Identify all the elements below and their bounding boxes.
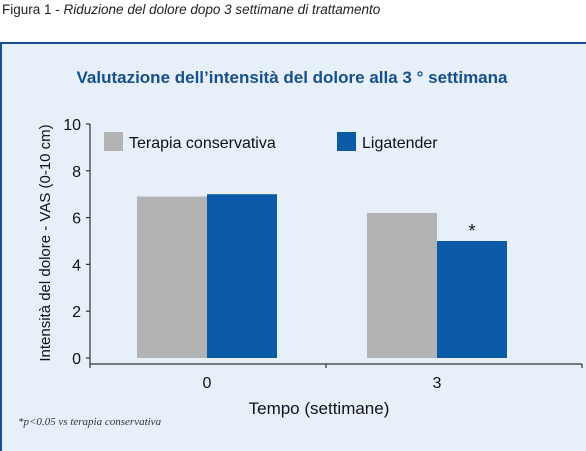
- figure-caption: Figura 1 - Riduzione del dolore dopo 3 s…: [2, 2, 380, 17]
- y-tick-label: 4: [72, 257, 81, 274]
- x-tick-label: 0: [203, 375, 212, 392]
- bar-ligatender-0: [207, 194, 277, 358]
- y-tick-label: 8: [72, 164, 81, 181]
- legend-swatch-terapia-conservativa: [104, 132, 123, 151]
- x-tick-label: 3: [433, 375, 442, 392]
- x-axis-label: Tempo (settimane): [249, 399, 390, 418]
- chart-title: Valutazione dell’intensità del dolore al…: [77, 68, 509, 87]
- figure-caption-title: Riduzione del dolore dopo 3 settimane di…: [63, 2, 381, 17]
- y-tick-label: 2: [72, 304, 81, 321]
- significance-asterisk: *: [468, 221, 475, 241]
- y-tick-label: 0: [72, 351, 81, 368]
- legend-label-terapia-conservativa: Terapia conservativa: [129, 135, 276, 152]
- bar-terapia-conservativa-0: [137, 196, 207, 358]
- legend-swatch-ligatender: [337, 132, 356, 151]
- bar-chart: Valutazione dell’intensità del dolore al…: [37, 68, 583, 418]
- y-tick-label: 6: [72, 211, 81, 228]
- y-axis-label: Intensità del dolore - VAS (0-10 cm): [37, 124, 54, 361]
- bar-terapia-conservativa-3: [367, 212, 437, 358]
- legend-label-ligatender: Ligatender: [362, 135, 438, 152]
- chart-panel: Valutazione dell’intensità del dolore al…: [0, 42, 586, 451]
- bar-ligatender-3: [437, 241, 507, 358]
- figure-caption-prefix: Figura 1 -: [2, 2, 64, 17]
- y-tick-label: 10: [63, 117, 81, 134]
- significance-footnote: *p<0.05 vs terapia conservativa: [18, 416, 162, 428]
